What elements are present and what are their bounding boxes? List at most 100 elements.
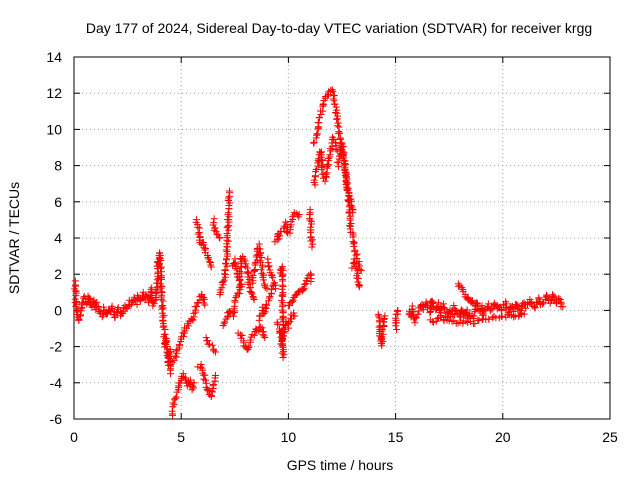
data-point	[245, 270, 253, 278]
tick-labels: 0 5 10 15 20 25 -6 -4 -2 0 2 4 6 8 10 12 14	[46, 49, 618, 445]
data-point	[339, 143, 347, 151]
data-point	[323, 92, 331, 100]
data-point	[201, 371, 209, 379]
data-point	[330, 97, 338, 105]
data-point	[201, 301, 209, 309]
data-point	[433, 315, 441, 323]
data-point	[180, 332, 188, 340]
data-point	[315, 119, 323, 127]
data-point	[498, 312, 506, 320]
data-point	[278, 273, 286, 281]
data-point	[250, 294, 258, 302]
data-point	[346, 221, 354, 229]
data-point	[471, 320, 479, 328]
data-point	[306, 209, 314, 217]
data-point	[220, 319, 228, 327]
data-point	[224, 194, 232, 202]
data-point	[249, 271, 257, 279]
data-point	[332, 139, 340, 147]
data-point	[159, 304, 167, 312]
data-point	[352, 251, 360, 259]
data-point	[72, 291, 80, 299]
data-point	[215, 233, 223, 241]
data-point	[344, 196, 352, 204]
data-point	[346, 225, 354, 233]
data-point	[246, 336, 254, 344]
data-point	[261, 334, 269, 342]
data-point	[219, 278, 227, 286]
data-point	[168, 407, 176, 415]
data-point	[190, 379, 198, 387]
data-point	[291, 312, 299, 320]
data-point	[455, 282, 463, 290]
data-point	[188, 386, 196, 394]
data-point	[335, 158, 343, 166]
data-point	[478, 302, 486, 310]
data-point	[426, 309, 434, 317]
data-point	[156, 264, 164, 272]
x-tick-label: 25	[602, 429, 618, 445]
data-point	[210, 215, 218, 223]
data-point	[103, 310, 111, 318]
data-point	[259, 276, 267, 284]
data-point	[262, 300, 270, 308]
data-point	[212, 348, 220, 356]
data-point	[329, 95, 337, 103]
data-point	[414, 310, 422, 318]
data-point	[343, 185, 351, 193]
data-point	[157, 284, 165, 292]
data-point	[475, 316, 483, 324]
data-point	[220, 270, 228, 278]
data-point	[118, 309, 126, 317]
data-point	[264, 263, 272, 271]
data-point	[559, 303, 567, 311]
y-axis-label: SDTVAR / TECUs	[6, 182, 22, 294]
data-point	[411, 319, 419, 327]
data-point	[231, 297, 239, 305]
data-point	[278, 342, 286, 350]
data-point	[308, 220, 316, 228]
data-point	[278, 285, 286, 293]
data-point	[72, 302, 80, 310]
data-point	[440, 303, 448, 311]
x-tick-label: 0	[70, 429, 78, 445]
data-point	[236, 331, 244, 339]
data-point	[166, 370, 174, 378]
data-point	[189, 382, 197, 390]
data-point	[210, 347, 218, 355]
data-point	[157, 257, 165, 265]
data-point	[244, 345, 252, 353]
data-point	[175, 341, 183, 349]
data-point	[263, 285, 271, 293]
data-point	[111, 313, 119, 321]
data-point	[473, 299, 481, 307]
data-point	[260, 309, 268, 317]
data-point	[468, 297, 476, 305]
data-point	[318, 166, 326, 174]
data-point	[343, 179, 351, 187]
data-point	[200, 375, 208, 383]
data-point	[323, 160, 331, 168]
data-point	[535, 294, 543, 302]
data-point	[208, 341, 216, 349]
data-point	[456, 318, 464, 326]
data-point	[310, 176, 318, 184]
data-point	[427, 298, 435, 306]
data-point	[194, 223, 202, 231]
data-point	[249, 293, 257, 301]
data-point	[306, 270, 314, 278]
data-point	[329, 87, 337, 95]
data-point	[310, 139, 318, 147]
data-point	[250, 296, 258, 304]
data-point	[71, 298, 79, 306]
data-point	[75, 316, 83, 324]
y-tick-label: 12	[46, 85, 62, 101]
data-point	[299, 285, 307, 293]
data-point	[341, 165, 349, 173]
data-point	[315, 113, 323, 121]
data-point	[212, 372, 220, 380]
data-point	[336, 129, 344, 137]
data-point	[289, 213, 297, 221]
data-point	[209, 381, 217, 389]
data-point	[172, 347, 180, 355]
